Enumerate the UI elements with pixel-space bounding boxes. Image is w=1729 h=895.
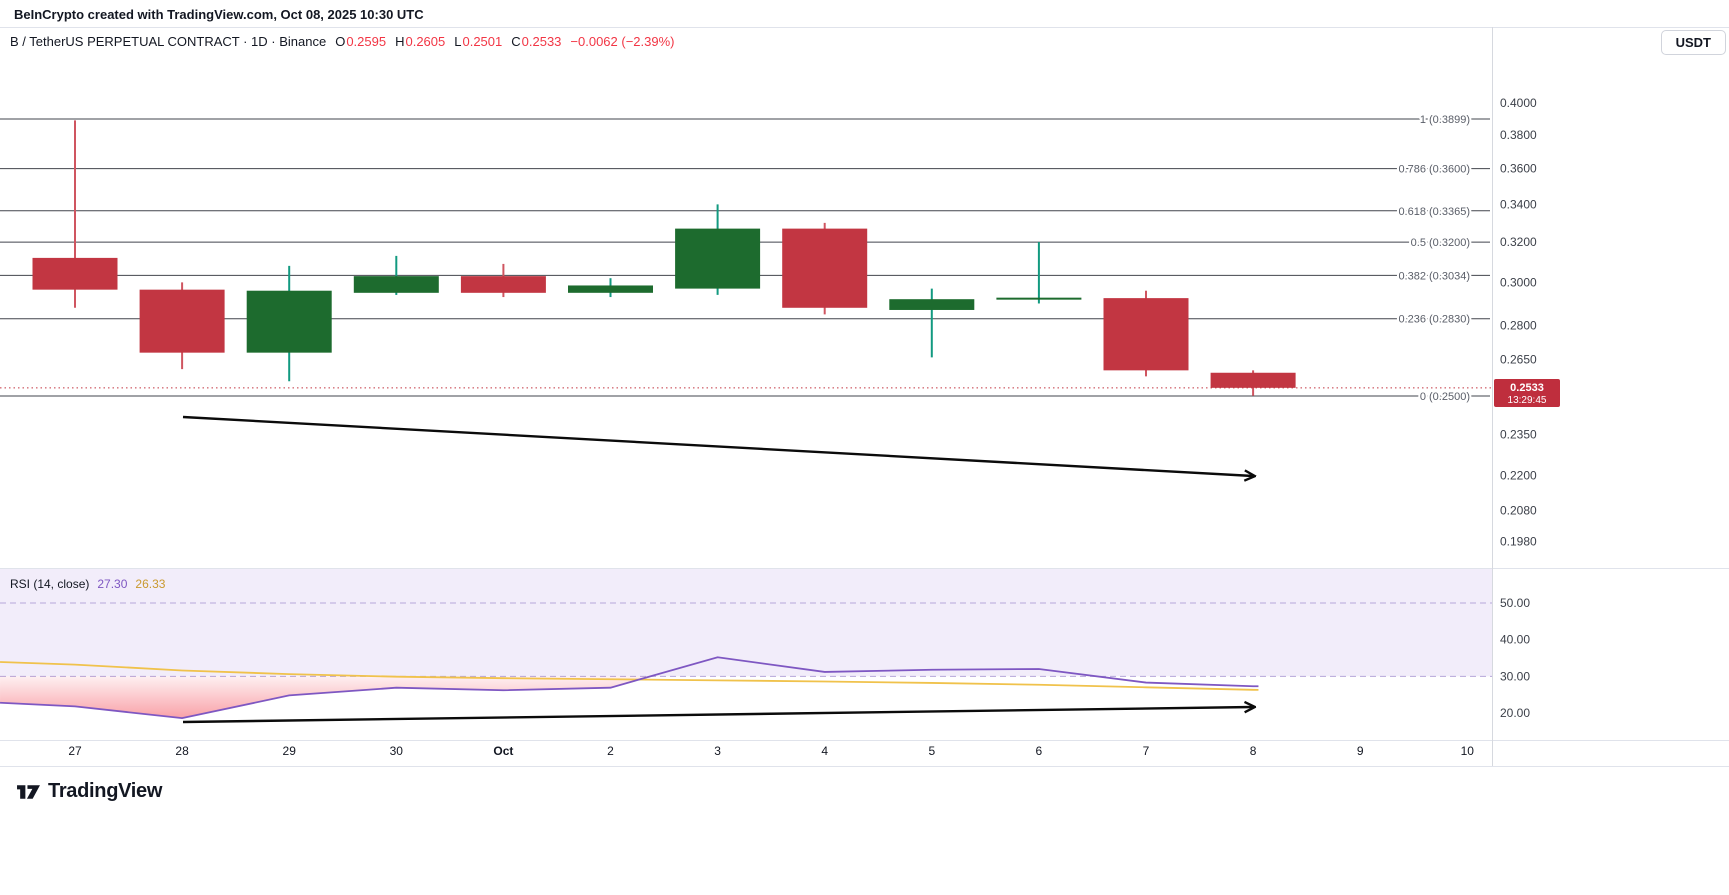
candle-body (353, 276, 439, 293)
price-tick-label: 0.2080 (1500, 504, 1537, 518)
time-tick-label: 30 (390, 744, 404, 758)
rsi-tick-label: 30.00 (1500, 669, 1530, 683)
candle-body (1210, 372, 1296, 388)
price-tick-label: 0.2350 (1500, 428, 1537, 442)
rsi-tick-label: 50.00 (1500, 596, 1530, 610)
candle-body (460, 276, 546, 293)
ohlc-high: H0.2605 (395, 34, 446, 49)
fib-level-label: 0.786 (0.3600) (1398, 164, 1470, 176)
rsi-ma-line (0, 661, 1259, 691)
time-tick-label: 4 (821, 744, 828, 758)
price-change: −0.0062 (−2.39%) (570, 34, 675, 49)
time-tick-label: 5 (928, 744, 935, 758)
candle-body (568, 285, 653, 293)
price-tick-label: 0.2800 (1500, 318, 1537, 332)
price-tick-label: 0.3800 (1500, 128, 1537, 142)
attribution-text: BeInCrypto created with TradingView.com,… (14, 7, 424, 22)
rsi-label: RSI (14, close) (10, 577, 90, 591)
badge-countdown: 13:29:45 (1508, 395, 1547, 406)
symbol-info-row[interactable]: B / TetherUS PERPETUAL CONTRACT · 1D · B… (10, 34, 674, 49)
fib-level-label: 0 (0.2500) (1420, 391, 1470, 403)
time-tick-label: 9 (1357, 744, 1364, 758)
price-tick-label: 0.3400 (1500, 197, 1537, 211)
time-tick-label: 3 (714, 744, 721, 758)
price-tick-label: 0.2200 (1500, 469, 1537, 483)
tradingview-logo-icon (17, 785, 40, 799)
candle-body (1103, 298, 1189, 371)
symbol-title: B / TetherUS PERPETUAL CONTRACT · 1D · B… (10, 34, 327, 49)
time-tick-label: 29 (283, 744, 297, 758)
ohlc-open: O0.2595 (335, 34, 387, 49)
rsi-ma-value: 26.33 (135, 577, 166, 591)
time-tick-label: 28 (175, 744, 189, 758)
price-tick-label: 0.3000 (1500, 275, 1537, 289)
rsi-tick-label: 20.00 (1500, 706, 1530, 720)
time-tick-label: Oct (493, 744, 513, 758)
rsi-band (0, 569, 1492, 677)
rsi-line (0, 656, 1259, 720)
tradingview-logo[interactable]: TradingView (16, 779, 162, 804)
ohlc-low: L0.2501 (454, 34, 503, 49)
time-tick-label: 6 (1036, 744, 1043, 758)
fib-level-label: 0.5 (0.3200) (1411, 237, 1470, 249)
time-tick-label: 10 (1461, 744, 1475, 758)
current-price-badge (1494, 379, 1560, 407)
candle-body (782, 228, 868, 308)
fib-level-label: 1 (0.3899) (1420, 114, 1470, 126)
time-tick-label: 8 (1250, 744, 1257, 758)
rsi-tick-label: 40.00 (1500, 633, 1530, 647)
fib-level-label: 0.618 (0.3365) (1398, 206, 1470, 218)
trend-arrow (182, 415, 1253, 476)
candle-body (889, 299, 975, 310)
candle-body (139, 289, 225, 353)
price-tick-label: 0.3600 (1500, 162, 1537, 176)
trend-arrow (182, 707, 1253, 724)
ohlc-close: C0.2533 (511, 34, 562, 49)
time-tick-label: 2 (607, 744, 614, 758)
price-tick-label: 0.3200 (1500, 235, 1537, 249)
currency-button[interactable]: USDT (1660, 30, 1726, 55)
rsi-value: 27.30 (97, 577, 128, 591)
rsi-oversold-fill (0, 676, 651, 719)
candle-body (675, 228, 761, 289)
price-tick-label: 0.2650 (1500, 353, 1537, 367)
tradingview-logo-text: TradingView (48, 780, 163, 802)
time-tick-label: 7 (1143, 744, 1150, 758)
fib-level-label: 0.382 (0.3034) (1398, 270, 1470, 282)
badge-price: 0.2533 (1510, 382, 1544, 394)
price-tick-label: 0.4000 (1500, 96, 1537, 110)
candle-body (996, 297, 1082, 300)
candle-body (246, 290, 332, 353)
rsi-indicator-header[interactable]: RSI (14, close) 27.30 26.33 (10, 577, 165, 591)
price-tick-label: 0.1980 (1500, 534, 1537, 548)
candle-body (32, 257, 118, 290)
time-tick-label: 27 (68, 744, 82, 758)
fib-level-label: 0.236 (0.2830) (1398, 314, 1470, 326)
